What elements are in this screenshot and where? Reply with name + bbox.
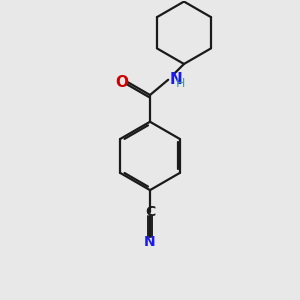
Text: N: N xyxy=(144,235,156,249)
Text: N: N xyxy=(170,72,182,87)
Text: H: H xyxy=(176,77,185,90)
Text: C: C xyxy=(145,205,155,218)
Text: O: O xyxy=(115,75,128,90)
